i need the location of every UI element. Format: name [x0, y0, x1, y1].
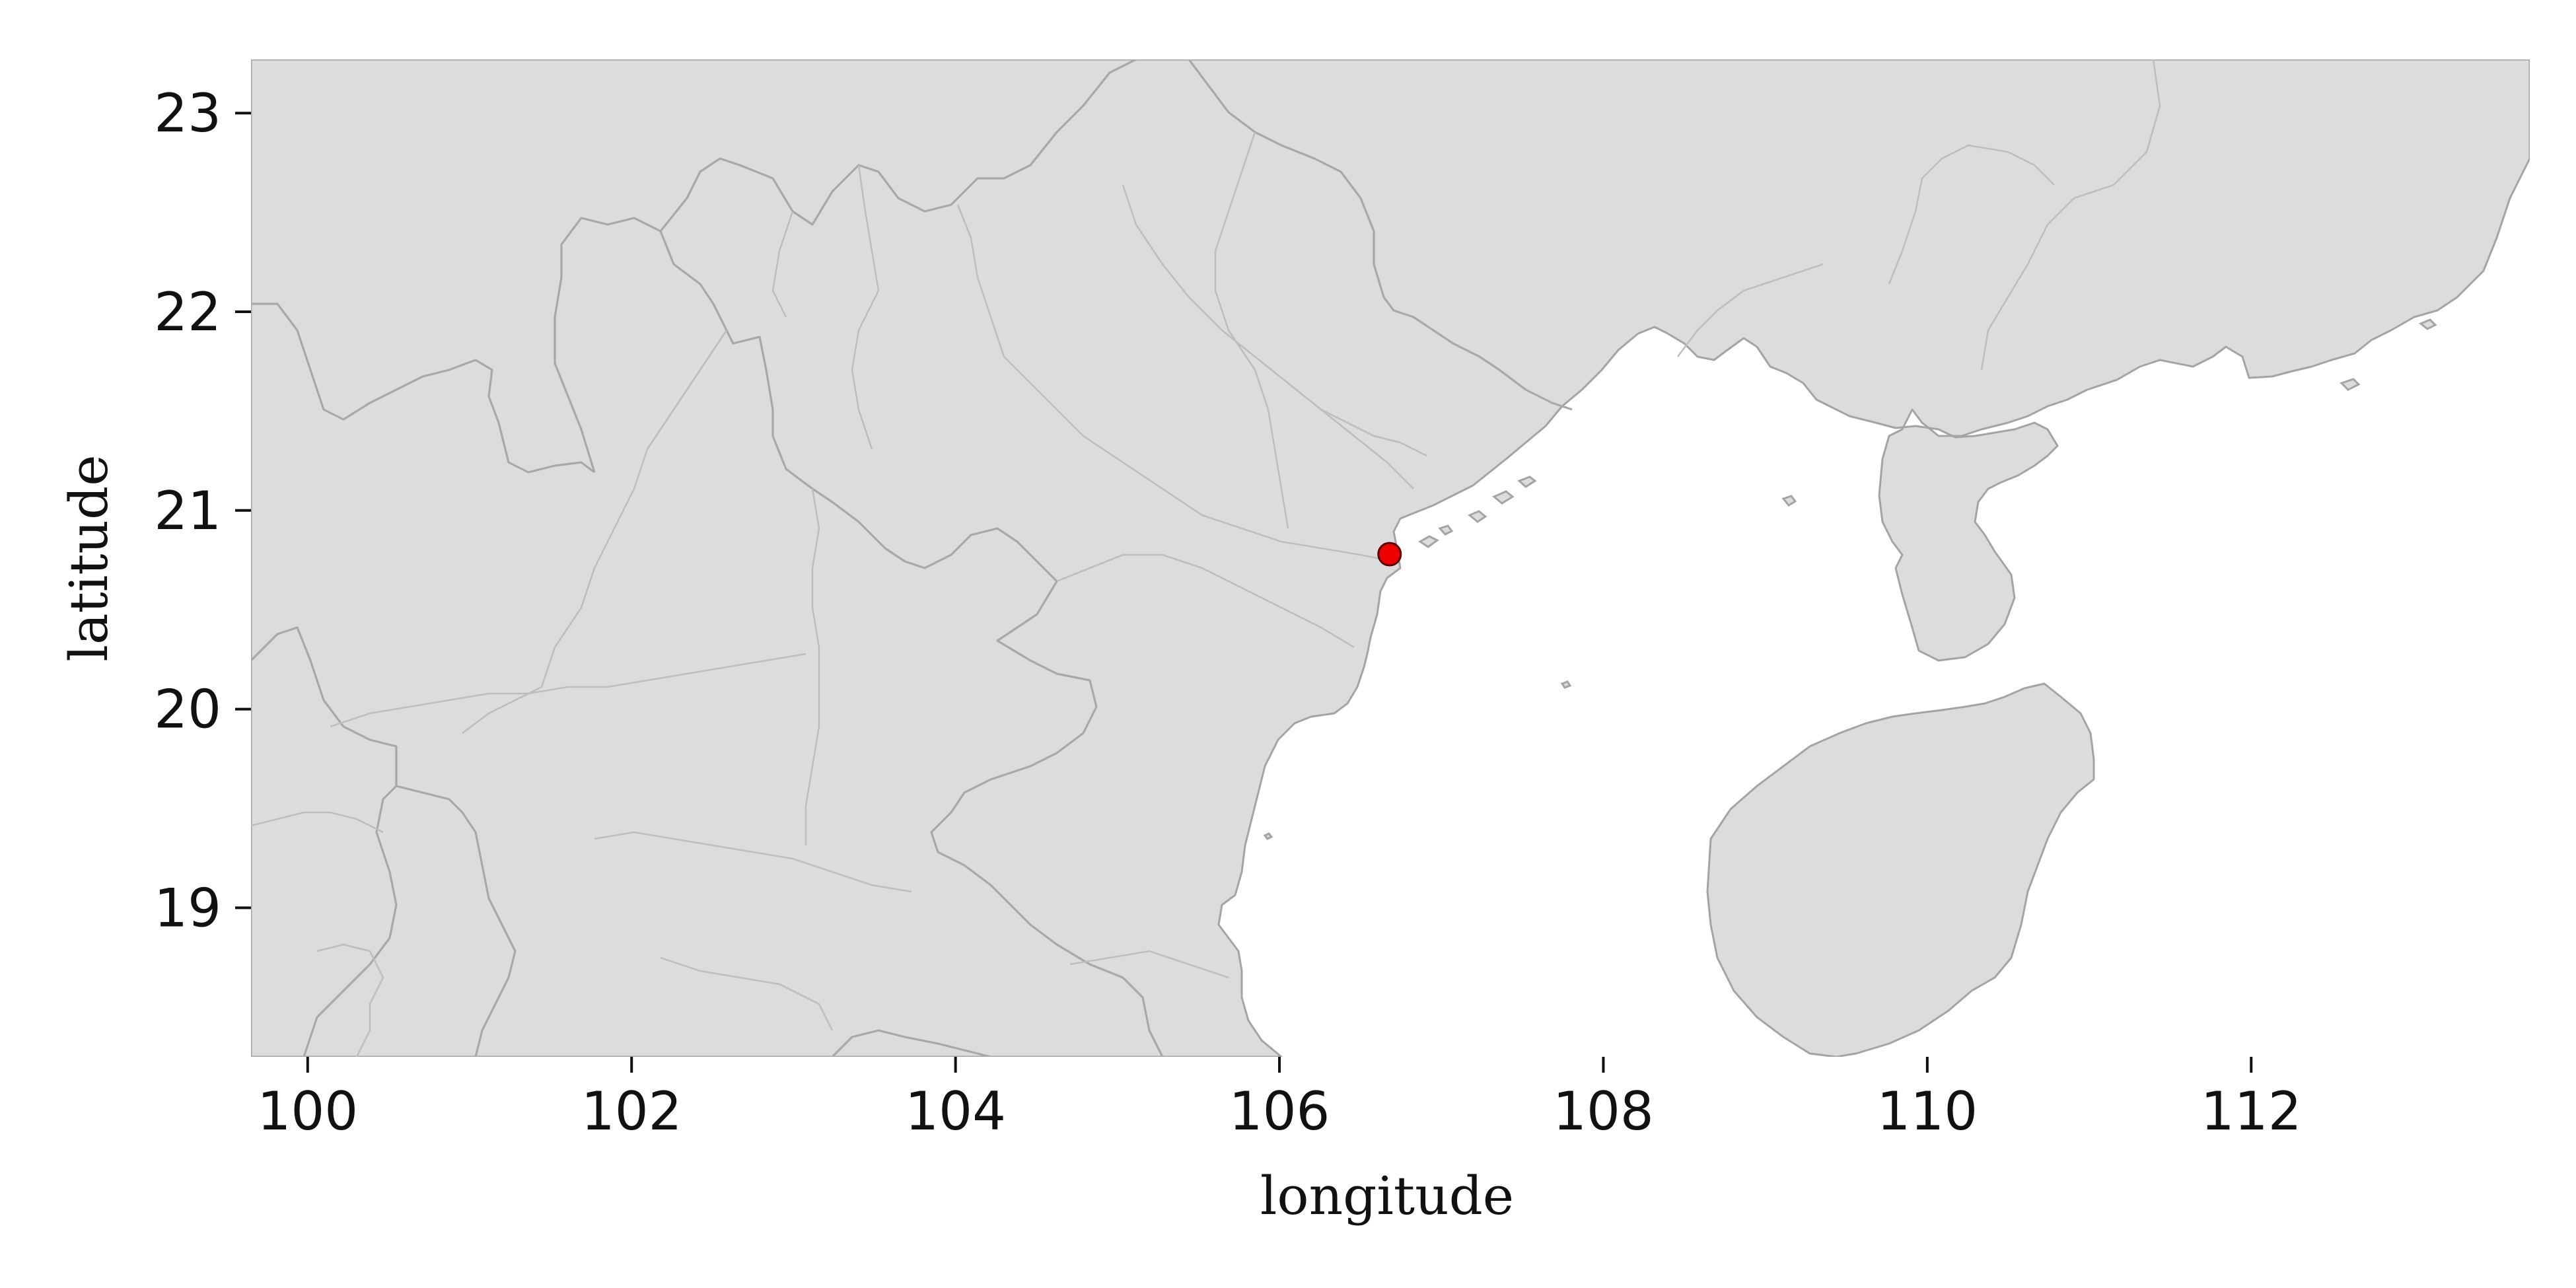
- province-border: [1677, 263, 1824, 357]
- y-tick-label: 23: [154, 83, 221, 144]
- province-border: [851, 164, 880, 450]
- x-tick-label: 106: [1229, 1081, 1330, 1142]
- border-line: [831, 1029, 991, 1057]
- province-border: [660, 956, 834, 1031]
- province-border: [251, 811, 384, 834]
- province-border: [594, 831, 912, 893]
- province-border: [316, 943, 384, 1057]
- x-tick-label: 112: [2201, 1081, 2302, 1142]
- island: [1263, 832, 1273, 840]
- island: [1517, 476, 1537, 488]
- province-border: [956, 204, 1394, 563]
- island: [1492, 490, 1515, 505]
- border-line: [251, 626, 398, 786]
- province-border: [771, 211, 794, 318]
- x-tick-label: 102: [581, 1081, 682, 1142]
- y-tick-label: 22: [154, 281, 221, 343]
- province-border: [1122, 184, 1414, 489]
- island: [1560, 680, 1572, 689]
- island: [1468, 510, 1487, 523]
- x-tick-label: 100: [257, 1081, 358, 1142]
- province-border: [1888, 144, 2055, 285]
- y-tick-label: 20: [154, 679, 221, 740]
- province-border: [462, 330, 728, 734]
- border-line: [554, 217, 1058, 583]
- island: [2340, 378, 2361, 391]
- island: [2419, 318, 2437, 330]
- province-border: [1069, 950, 1229, 979]
- island: [1418, 535, 1439, 548]
- province-border: [1056, 554, 1355, 649]
- border-line: [1188, 59, 1573, 411]
- province-border: [330, 653, 806, 728]
- y-tick-label: 21: [154, 480, 221, 542]
- island: [1438, 524, 1454, 536]
- border-line: [251, 303, 595, 474]
- hainan-island: [1706, 682, 2095, 1057]
- x-axis-label: longitude: [1260, 1165, 1514, 1227]
- x-tick-label: 110: [1877, 1081, 1978, 1142]
- points-layer: [1377, 542, 1402, 567]
- province-border: [1980, 59, 2161, 371]
- y-axis-label: latitude: [58, 454, 120, 661]
- island: [1781, 495, 1797, 507]
- border-line: [303, 785, 517, 1057]
- x-axis: 100 102 104 106 108 110 112: [257, 1057, 2302, 1142]
- y-axis: 19 20 21 22 23: [154, 83, 251, 939]
- border-line: [930, 581, 1164, 1057]
- border-line: [659, 59, 1137, 232]
- x-tick-label: 108: [1553, 1081, 1654, 1142]
- location-marker[interactable]: [1377, 542, 1402, 567]
- y-tick-label: 19: [154, 877, 221, 939]
- province-border: [1214, 131, 1289, 529]
- province-border: [1320, 408, 1427, 457]
- x-tick-label: 104: [905, 1081, 1006, 1142]
- province-border: [805, 488, 820, 845]
